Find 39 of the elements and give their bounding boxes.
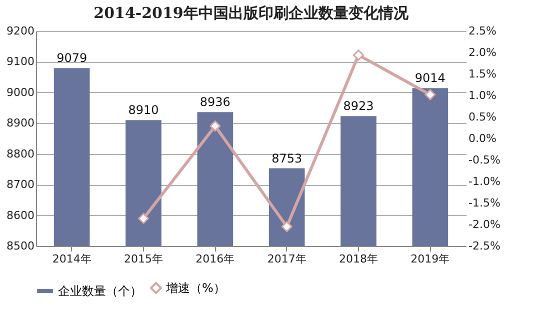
x-tick-label: 2016年 bbox=[196, 252, 235, 266]
x-tick-label: 2015年 bbox=[124, 252, 163, 266]
y-tick-label: 8500 bbox=[6, 240, 34, 252]
y-tick-label: 9000 bbox=[6, 86, 34, 99]
y2-tick-label: 1.5% bbox=[468, 68, 496, 80]
y2-tick-label: -2.5% bbox=[468, 240, 500, 252]
data-label: 9079 bbox=[56, 51, 88, 66]
data-label: 9014 bbox=[414, 71, 446, 86]
chart-title: 2014-2019年中国出版印刷企业数量变化情况 bbox=[94, 4, 410, 22]
point bbox=[424, 89, 436, 100]
y2-tick-label: -2.0% bbox=[468, 218, 500, 231]
point bbox=[353, 50, 364, 61]
y-tick-label: 8900 bbox=[6, 116, 34, 130]
data-label: 8936 bbox=[200, 95, 230, 110]
x-tick-label: 2019年 bbox=[410, 252, 450, 266]
point bbox=[138, 212, 149, 224]
y2-tick-label: 0.5% bbox=[468, 110, 496, 124]
y-tick-label: 8800 bbox=[6, 147, 34, 160]
y-tick-label: 8700 bbox=[6, 178, 34, 192]
y-tick-label: 9200 bbox=[6, 24, 34, 38]
y2-tick-label: -1.0% bbox=[468, 175, 500, 188]
y2-tick-label: 1.0% bbox=[468, 89, 496, 102]
y2-tick-label: 2.0% bbox=[468, 46, 496, 59]
legend-label: 企业数量（个） bbox=[58, 284, 142, 298]
y-tick-label: 9100 bbox=[6, 55, 34, 68]
legend-label: 增速（%） bbox=[165, 281, 226, 295]
point bbox=[210, 120, 221, 132]
point bbox=[281, 221, 292, 232]
y2-tick-label: -0.5% bbox=[468, 154, 500, 166]
y2-tick-label: 0.0% bbox=[468, 132, 496, 145]
y2-tick-label: -1.5% bbox=[468, 196, 500, 210]
x-tick-label: 2018年 bbox=[339, 252, 378, 266]
data-label: 8923 bbox=[343, 99, 374, 114]
data-label: 8910 bbox=[128, 103, 159, 118]
data-label: 8753 bbox=[272, 151, 302, 166]
x-tick-label: 2017年 bbox=[267, 252, 306, 266]
y-tick-label: 8600 bbox=[6, 208, 34, 222]
y2-tick-label: 2.5% bbox=[468, 24, 496, 38]
x-tick-label: 2014年 bbox=[52, 252, 92, 266]
